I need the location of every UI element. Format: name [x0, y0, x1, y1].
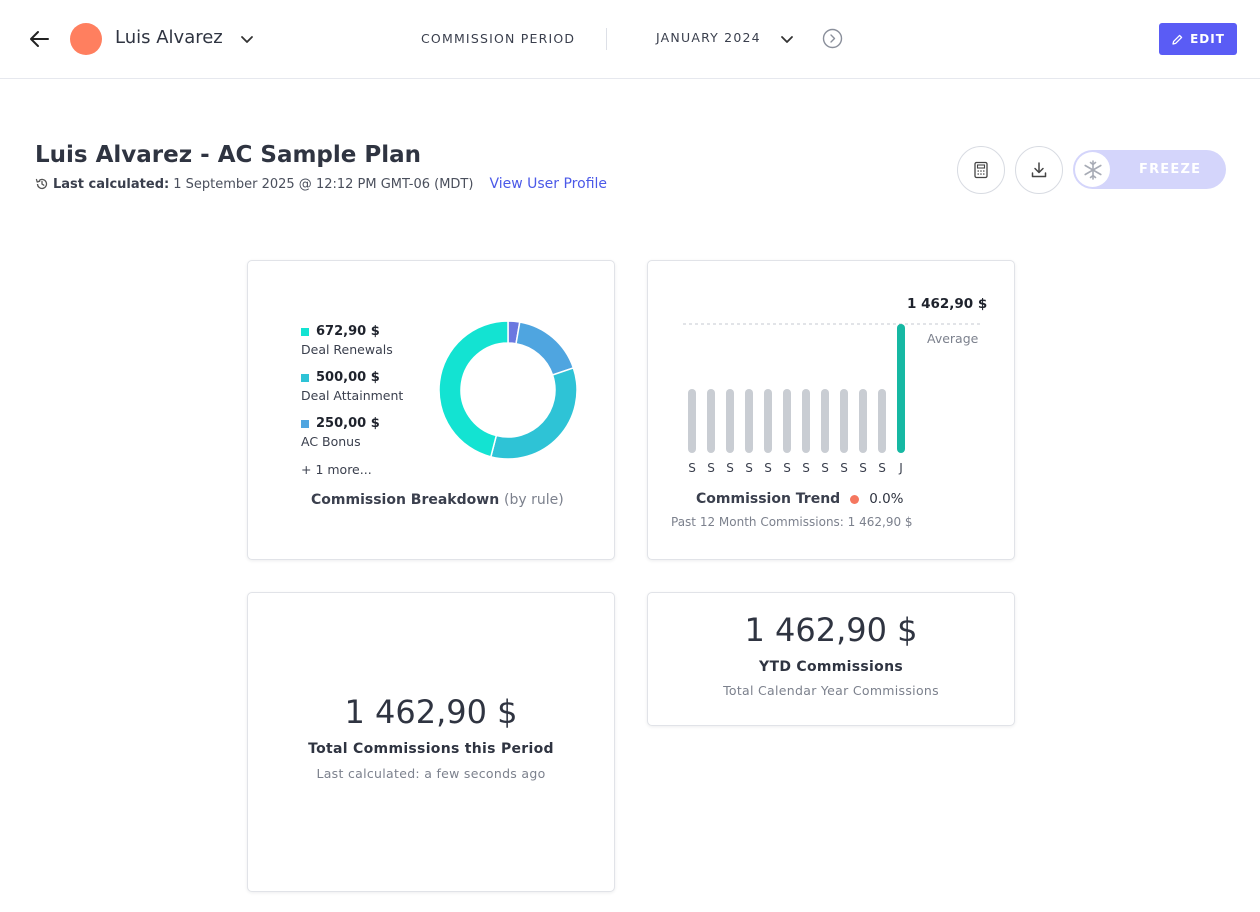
trend-bar[interactable]	[821, 389, 829, 453]
trend-bar[interactable]	[688, 389, 696, 453]
trend-tick-label: S	[859, 461, 867, 475]
legend-item: 500,00 $ Deal Attainment	[301, 370, 403, 403]
donut-slice[interactable]	[489, 367, 578, 460]
trend-bar[interactable]	[859, 389, 867, 453]
history-icon	[35, 178, 48, 190]
trend-bar[interactable]	[726, 389, 734, 453]
divider	[606, 28, 607, 50]
trend-tick-label: S	[783, 461, 791, 475]
trend-tick-label: S	[688, 461, 696, 475]
top-bar: Luis Alvarez COMMISSION PERIOD JANUARY 2…	[0, 0, 1260, 79]
ytd-title: YTD Commissions	[759, 659, 903, 675]
period-total-title: Total Commissions this Period	[308, 741, 554, 757]
period-total-value: 1 462,90 $	[344, 693, 518, 731]
user-name[interactable]: Luis Alvarez	[115, 27, 223, 48]
back-arrow-icon[interactable]	[26, 27, 52, 51]
trend-tick-label: J	[898, 461, 903, 475]
trend-bar[interactable]	[783, 389, 791, 453]
breakdown-caption: Commission Breakdown (by rule)	[311, 492, 564, 508]
period-total-card: 1 462,90 $ Total Commissions this Period…	[247, 592, 615, 892]
trend-tick-label: S	[745, 461, 753, 475]
legend-value: 672,90 $	[316, 324, 380, 339]
more-rules-link[interactable]: + 1 more...	[301, 462, 372, 477]
last-calc-value: 1 September 2025 @ 12:12 PM GMT-06 (MDT)	[173, 176, 474, 192]
trend-tick-label: S	[802, 461, 810, 475]
freeze-toggle[interactable]: FREEZE	[1073, 150, 1226, 189]
average-label: Average	[927, 331, 979, 346]
trend-tick-label: S	[878, 461, 886, 475]
next-circle-icon[interactable]	[822, 28, 843, 49]
trend-title: Commission Trend	[696, 491, 841, 507]
legend-value: 250,00 $	[316, 416, 380, 431]
trend-bar[interactable]	[840, 389, 848, 453]
avatar[interactable]	[70, 23, 102, 55]
trend-change: 0.0%	[869, 491, 904, 507]
trend-subtitle: Past 12 Month Commissions: 1 462,90 $	[671, 515, 913, 529]
commission-breakdown-card: 672,90 $ Deal Renewals 500,00 $ Deal Att…	[247, 260, 615, 560]
trend-tick-label: S	[707, 461, 715, 475]
ytd-subtitle: Total Calendar Year Commissions	[723, 683, 939, 698]
legend-swatch	[301, 373, 309, 382]
legend-item: 672,90 $ Deal Renewals	[301, 324, 393, 357]
legend-item: 250,00 $ AC Bonus	[301, 416, 380, 449]
legend-swatch	[301, 327, 309, 336]
trend-status-dot	[850, 494, 860, 504]
trend-summary: Commission Trend 0.0%	[696, 491, 904, 507]
trend-tick-label: S	[764, 461, 772, 475]
trend-bar[interactable]	[878, 389, 886, 453]
trend-bar[interactable]	[802, 389, 810, 453]
ytd-value: 1 462,90 $	[744, 611, 918, 649]
freeze-label: FREEZE	[1139, 162, 1202, 177]
trend-bar[interactable]	[764, 389, 772, 453]
last-calc-label: Last calculated:	[53, 176, 170, 192]
snowflake-icon	[1083, 159, 1102, 180]
pencil-icon	[1172, 34, 1183, 45]
legend-value: 500,00 $	[316, 370, 380, 385]
trend-bar[interactable]	[897, 324, 905, 453]
legend-swatch	[301, 419, 309, 428]
trend-tick-label: S	[821, 461, 829, 475]
edit-label: EDIT	[1190, 32, 1225, 46]
trend-value-label: 1 462,90 $	[907, 296, 988, 312]
last-calculated: Last calculated: 1 September 2025 @ 12:1…	[35, 176, 607, 192]
legend-name: AC Bonus	[301, 434, 361, 449]
chevron-down-icon[interactable]	[238, 30, 256, 48]
trend-tick-label: S	[840, 461, 848, 475]
calculate-button[interactable]	[957, 146, 1005, 194]
ytd-card: 1 462,90 $ YTD Commissions Total Calenda…	[647, 592, 1015, 726]
period-total-subtitle: Last calculated: a few seconds ago	[316, 766, 546, 781]
trend-tick-label: S	[726, 461, 734, 475]
trend-bar[interactable]	[745, 389, 753, 453]
period-select[interactable]: JANUARY 2024	[656, 30, 761, 45]
breakdown-caption-title: Commission Breakdown	[311, 492, 500, 508]
trend-bar[interactable]	[707, 389, 715, 453]
calculator-icon	[974, 161, 988, 179]
donut-slice[interactable]	[515, 321, 575, 376]
chevron-down-icon[interactable]	[778, 30, 796, 48]
download-icon	[1031, 162, 1047, 178]
breakdown-caption-muted: (by rule)	[504, 492, 564, 508]
donut-slice[interactable]	[438, 320, 509, 458]
commission-period-label: COMMISSION PERIOD	[421, 31, 576, 46]
page-title: Luis Alvarez - AC Sample Plan	[35, 142, 422, 168]
legend-name: Deal Attainment	[301, 388, 404, 403]
view-user-profile-link[interactable]: View User Profile	[489, 176, 608, 192]
legend-name: Deal Renewals	[301, 342, 393, 357]
download-button[interactable]	[1015, 146, 1063, 194]
edit-button[interactable]: EDIT	[1159, 23, 1237, 55]
freeze-knob	[1075, 152, 1110, 187]
breakdown-donut-chart	[438, 320, 578, 460]
